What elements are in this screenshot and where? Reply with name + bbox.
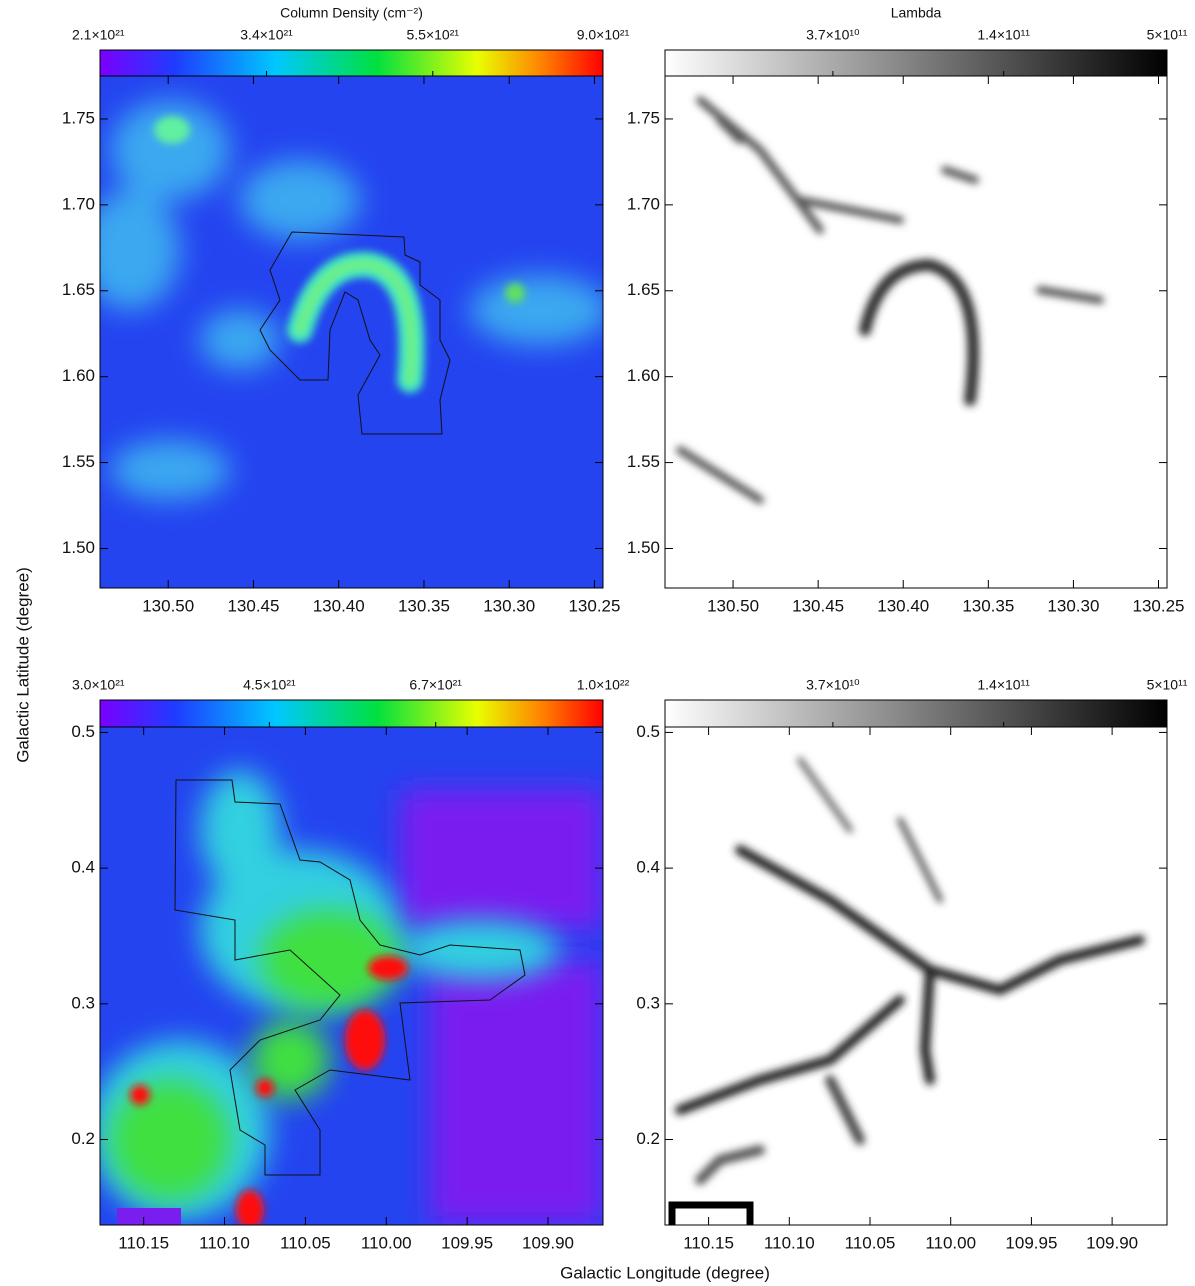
- y-tick-label: 0.4: [71, 858, 95, 877]
- map-image: [100, 727, 603, 1225]
- y-tick-label: 1.55: [627, 452, 660, 471]
- y-tick-label: 0.2: [71, 1129, 95, 1148]
- x-tick-label: 110.00: [361, 1233, 412, 1252]
- y-axis-label: Galactic Latitude (degree): [13, 567, 32, 763]
- colorbar: [664, 49, 1168, 77]
- x-tick-label: 110.15: [683, 1233, 734, 1252]
- colorbar: [99, 49, 604, 77]
- x-tick-label: 110.05: [845, 1233, 896, 1252]
- y-tick-label: 0.3: [636, 993, 660, 1012]
- plot-frame: [664, 726, 1168, 1226]
- x-tick-label: 130.25: [1132, 596, 1184, 615]
- x-tick-label: 110.05: [280, 1233, 331, 1252]
- x-tick-label: 130.45: [227, 596, 279, 615]
- colorbar-title: Column Density (cm⁻²): [280, 5, 423, 21]
- colorbar-tick-label: 2.1×10²¹: [72, 27, 125, 43]
- colorbar-tick-label: 5.5×10²¹: [407, 27, 460, 43]
- colorbar-tick-label: 1.4×10¹¹: [977, 677, 1030, 693]
- y-tick-label: 0.2: [636, 1129, 660, 1148]
- colorbar-tick-label: 3.0×10²¹: [72, 677, 125, 693]
- colorbar: [99, 699, 604, 728]
- x-tick-label: 109.90: [1086, 1233, 1138, 1252]
- y-tick-label: 1.60: [62, 366, 95, 385]
- y-tick-label: 1.70: [62, 194, 95, 213]
- x-tick-label: 130.45: [792, 596, 844, 615]
- colorbar-tick-label: 4.5×10²¹: [243, 677, 296, 693]
- colorbar-tick-label: 5×10¹¹: [1147, 27, 1188, 43]
- x-tick-label: 130.40: [877, 596, 929, 615]
- x-tick-label: 130.25: [568, 596, 620, 615]
- y-tick-label: 1.50: [627, 538, 660, 557]
- colorbar-tick-label: 3.7×10¹⁰: [806, 27, 860, 43]
- x-tick-label: 130.35: [962, 596, 1014, 615]
- y-tick-label: 0.4: [636, 858, 660, 877]
- colorbar-tick-label: 1.0×10²²: [577, 677, 630, 693]
- x-tick-label: 130.50: [142, 596, 194, 615]
- x-tick-label: 130.35: [398, 596, 450, 615]
- y-tick-label: 0.3: [71, 993, 95, 1012]
- x-axis-label: Galactic Longitude (degree): [560, 1263, 770, 1282]
- x-tick-label: 130.30: [483, 596, 535, 615]
- colorbar-tick-label: 9.0×10²¹: [577, 27, 630, 43]
- colorbar-tick-label: 3.4×10²¹: [240, 27, 293, 43]
- colorbar-tick-label: 5×10¹¹: [1147, 677, 1188, 693]
- map-image: [665, 727, 1167, 1225]
- plot-frame: [99, 726, 604, 1226]
- colorbar-tick-label: 6.7×10²¹: [409, 677, 462, 693]
- y-tick-label: 1.75: [62, 108, 95, 127]
- x-tick-label: 110.10: [199, 1233, 250, 1252]
- x-tick-label: 130.50: [707, 596, 759, 615]
- x-tick-label: 110.00: [925, 1233, 976, 1252]
- colorbar: [664, 699, 1168, 728]
- y-tick-label: 1.75: [627, 108, 660, 127]
- x-tick-label: 130.40: [313, 596, 365, 615]
- y-tick-label: 1.50: [62, 538, 95, 557]
- colorbar-tick-label: 3.7×10¹⁰: [806, 677, 860, 693]
- y-tick-label: 0.5: [636, 722, 660, 741]
- map-image: [100, 76, 603, 588]
- x-tick-label: 110.15: [118, 1233, 169, 1252]
- y-tick-label: 1.65: [62, 280, 95, 299]
- map-image: [665, 76, 1167, 588]
- colorbar-tick-label: 1.4×10¹¹: [977, 27, 1030, 43]
- y-tick-label: 1.65: [627, 280, 660, 299]
- plot-frame: [664, 75, 1168, 589]
- y-tick-label: 1.55: [62, 452, 95, 471]
- plot-frame: [99, 75, 604, 589]
- colorbar-title: Lambda: [891, 5, 942, 21]
- x-tick-label: 109.90: [522, 1233, 574, 1252]
- x-tick-label: 109.95: [441, 1233, 493, 1252]
- y-tick-label: 1.70: [627, 194, 660, 213]
- x-tick-label: 130.30: [1047, 596, 1099, 615]
- x-tick-label: 109.95: [1005, 1233, 1057, 1252]
- y-tick-label: 0.5: [71, 722, 95, 741]
- y-tick-label: 1.60: [627, 366, 660, 385]
- x-tick-label: 110.10: [764, 1233, 815, 1252]
